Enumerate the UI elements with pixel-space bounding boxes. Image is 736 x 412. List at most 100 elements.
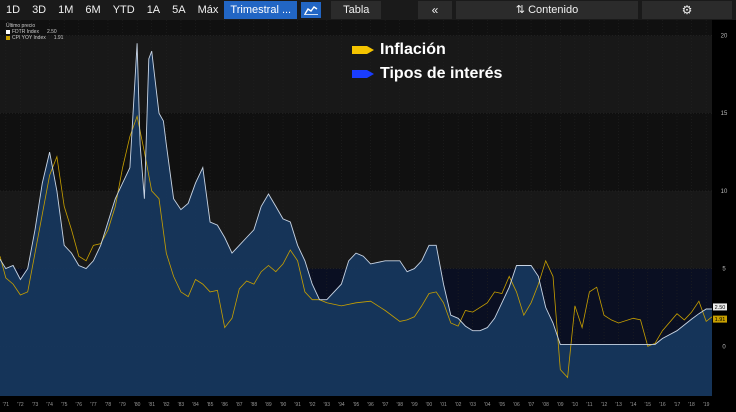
line-chart[interactable]: 051015202.501.91'71'72'73'74'75'76'77'78… <box>0 20 736 412</box>
x-tick-label: '74 <box>46 402 53 408</box>
x-tick-label: '92 <box>309 402 316 408</box>
x-tick-label: '88 <box>251 402 258 408</box>
series-line-rate <box>0 43 712 345</box>
x-tick-label: '03 <box>469 402 476 408</box>
x-tick-label: '93 <box>324 402 331 408</box>
x-tick-label: '04 <box>484 402 491 408</box>
chart-toolbar: 1D 3D 1M 6M YTD 1A 5A Máx Trimestral ...… <box>0 0 736 20</box>
x-tick-label: '78 <box>105 402 112 408</box>
range-1m-button[interactable]: 1M <box>58 4 74 16</box>
annotation-rates: Tipos de interés <box>352 65 502 83</box>
line-chart-icon <box>304 6 319 15</box>
annotation-rates-label: Tipos de interés <box>380 65 503 82</box>
content-icon: ⇅ <box>515 4 529 16</box>
x-tick-label: '02 <box>455 402 462 408</box>
x-tick-label: '01 <box>440 402 447 408</box>
range-1a-button[interactable]: 1A <box>146 4 161 16</box>
collapse-button[interactable]: « <box>418 1 452 19</box>
x-tick-label: '76 <box>76 402 83 408</box>
x-tick-label: '86 <box>221 402 228 408</box>
range-3d-button[interactable]: 3D <box>32 4 47 16</box>
x-tick-label: '98 <box>397 402 404 408</box>
legend-value-cpi: 1.91 <box>53 35 64 41</box>
x-tick-label: '08 <box>542 402 549 408</box>
x-tick-label: '05 <box>499 402 506 408</box>
x-tick-label: '79 <box>119 402 126 408</box>
x-tick-label: '94 <box>338 402 345 408</box>
legend-label-cpi: CPI YOY Index <box>12 35 46 41</box>
range-6m-button[interactable]: 6M <box>85 4 101 16</box>
series-area-rate <box>0 43 712 397</box>
y-axis-panel <box>712 20 736 412</box>
x-tick-label: '96 <box>367 402 374 408</box>
period-select[interactable]: Trimestral ... <box>224 1 298 19</box>
x-tick-label: '89 <box>265 402 272 408</box>
x-tick-label: '18 <box>688 402 695 408</box>
x-tick-label: '19 <box>703 402 710 408</box>
annotation-inflation-label: Inflación <box>380 41 446 58</box>
line-chart-toggle[interactable] <box>301 2 322 18</box>
y-tick-label: 0 <box>722 344 726 350</box>
legend-swatch-cpi <box>6 36 10 40</box>
end-label-cpi-box <box>713 315 727 323</box>
plot-band <box>0 20 712 36</box>
range-max-button[interactable]: Máx <box>197 4 219 16</box>
content-label: Contenido <box>528 4 579 16</box>
x-tick-label: '82 <box>163 402 170 408</box>
legend-label-rate: FDTR Index <box>12 29 39 35</box>
x-tick-label: '99 <box>411 402 418 408</box>
end-label-rate-box <box>713 303 727 311</box>
x-tick-label: '07 <box>528 402 535 408</box>
x-tick-label: '73 <box>32 402 39 408</box>
x-tick-label: '14 <box>630 402 637 408</box>
x-tick-label: '87 <box>236 402 243 408</box>
x-tick-label: '17 <box>674 402 681 408</box>
legend-swatch-rate <box>6 30 10 34</box>
arrow-icon <box>352 70 374 78</box>
x-tick-label: '16 <box>659 402 666 408</box>
x-tick-label: '85 <box>207 402 214 408</box>
end-label-cpi: 1.91 <box>715 317 726 323</box>
annotation-inflation: Inflación <box>352 41 446 59</box>
x-tick-label: '83 <box>178 402 185 408</box>
x-tick-label: '72 <box>17 402 24 408</box>
content-button[interactable]: ⇅ Contenido <box>456 1 638 19</box>
arrow-icon <box>352 46 374 54</box>
x-axis-panel <box>0 396 736 412</box>
x-tick-label: '81 <box>148 402 155 408</box>
legend-header: Último precio <box>6 23 36 29</box>
x-tick-label: '00 <box>426 402 433 408</box>
y-tick-label: 10 <box>721 189 728 195</box>
x-tick-label: '90 <box>280 402 287 408</box>
legend-item-rate: FDTR Index 2.50 <box>6 29 63 35</box>
x-tick-label: '09 <box>557 402 564 408</box>
settings-button[interactable]: ⚙ <box>642 1 732 19</box>
x-tick-label: '80 <box>134 402 141 408</box>
table-button[interactable]: Tabla <box>331 1 382 19</box>
end-label-rate: 2.50 <box>715 305 726 311</box>
range-ytd-button[interactable]: YTD <box>112 4 135 16</box>
x-tick-label: '10 <box>572 402 579 408</box>
range-5a-button[interactable]: 5A <box>172 4 186 16</box>
x-tick-label: '12 <box>601 402 608 408</box>
legend: Último precio FDTR Index 2.50 CPI YOY In… <box>6 23 63 41</box>
y-tick-label: 15 <box>721 111 728 117</box>
x-tick-label: '75 <box>61 402 68 408</box>
x-tick-label: '06 <box>513 402 520 408</box>
legend-value-rate: 2.50 <box>46 29 57 35</box>
x-tick-label: '13 <box>615 402 622 408</box>
range-1d-button[interactable]: 1D <box>6 4 21 16</box>
x-tick-label: '77 <box>90 402 97 408</box>
gear-icon: ⚙ <box>681 3 693 17</box>
x-tick-label: '95 <box>353 402 360 408</box>
y-tick-label: 20 <box>721 34 728 40</box>
series-line-cpi <box>0 114 713 379</box>
x-tick-label: '11 <box>586 402 592 408</box>
x-tick-label: '91 <box>294 402 301 408</box>
x-tick-label: '84 <box>192 402 199 408</box>
x-tick-label: '97 <box>382 402 389 408</box>
x-tick-label: '71 <box>3 402 10 408</box>
y-tick-label: 5 <box>722 267 726 273</box>
legend-item-cpi: CPI YOY Index 1.91 <box>6 35 63 41</box>
x-tick-label: '15 <box>645 402 652 408</box>
